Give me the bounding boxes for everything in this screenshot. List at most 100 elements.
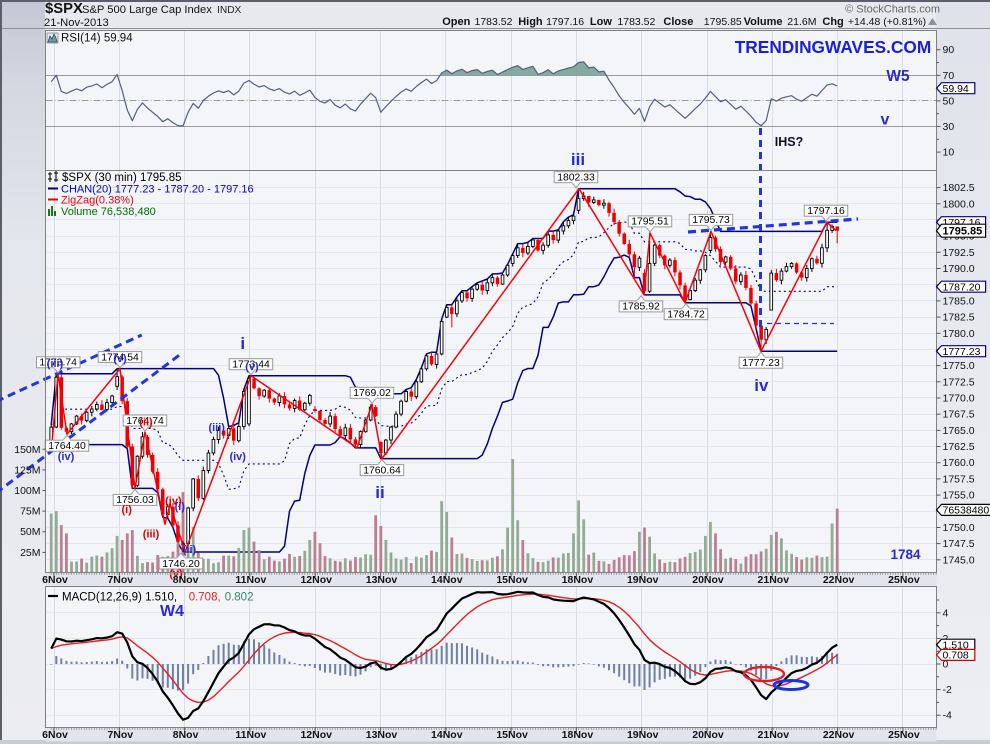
svg-text:20Nov: 20Nov: [692, 574, 724, 586]
svg-text:25M: 25M: [20, 547, 40, 559]
svg-text:50M: 50M: [20, 526, 40, 538]
svg-text:19Nov: 19Nov: [627, 574, 659, 586]
svg-text:59.94: 59.94: [943, 83, 969, 95]
svg-text:22Nov: 22Nov: [823, 574, 855, 586]
svg-text:1783.52: 1783.52: [475, 16, 513, 28]
svg-text:19Nov: 19Nov: [627, 729, 659, 741]
svg-text:1772.5: 1772.5: [943, 376, 975, 388]
svg-text:1755.0: 1755.0: [943, 490, 975, 502]
svg-text:100M: 100M: [14, 485, 40, 497]
svg-text:1787.20: 1787.20: [943, 281, 981, 293]
svg-text:7Nov: 7Nov: [107, 729, 133, 741]
svg-text:1792.5: 1792.5: [943, 247, 975, 259]
svg-text:12Nov: 12Nov: [300, 729, 332, 741]
svg-text:1757.5: 1757.5: [943, 473, 975, 485]
svg-text:1769.02: 1769.02: [353, 388, 391, 399]
svg-text:150M: 150M: [14, 444, 40, 456]
svg-text:(v): (v): [245, 361, 259, 373]
svg-text:18Nov: 18Nov: [562, 574, 594, 586]
svg-text:21Nov: 21Nov: [758, 729, 790, 741]
svg-text:1795.51: 1795.51: [631, 217, 669, 228]
svg-text:Chg: Chg: [822, 16, 843, 28]
svg-text:(v): (v): [169, 568, 183, 580]
svg-text:10: 10: [943, 147, 955, 159]
svg-text:11Nov: 11Nov: [235, 574, 266, 586]
svg-text:1773.74: 1773.74: [39, 358, 77, 369]
svg-text:13Nov: 13Nov: [366, 729, 398, 741]
svg-text:25Nov: 25Nov: [888, 574, 920, 586]
svg-text:1745.0: 1745.0: [943, 554, 975, 566]
svg-text:(iii): (iii): [143, 529, 160, 541]
svg-text:0.708,: 0.708,: [189, 592, 221, 604]
svg-text:Close: Close: [663, 16, 693, 28]
svg-text:(iv): (iv): [58, 451, 75, 463]
svg-text:21Nov: 21Nov: [758, 574, 790, 586]
svg-text:125M: 125M: [14, 464, 40, 476]
svg-text:S&P 500 Large Cap Index: S&P 500 Large Cap Index: [82, 4, 212, 16]
svg-text:1790.0: 1790.0: [943, 263, 975, 275]
svg-text:1795.85: 1795.85: [943, 225, 983, 237]
svg-text:Volume: Volume: [744, 16, 783, 28]
svg-text:0.802: 0.802: [225, 592, 254, 604]
svg-text:30: 30: [943, 121, 955, 133]
svg-text:4: 4: [943, 607, 949, 619]
svg-text:W5: W5: [886, 68, 910, 85]
svg-text:$SPX (30 min) 1795.85: $SPX (30 min) 1795.85: [62, 172, 182, 184]
svg-text:1797.16: 1797.16: [546, 16, 584, 28]
svg-text:1760.64: 1760.64: [363, 465, 401, 476]
svg-text:1746.20: 1746.20: [162, 559, 200, 570]
svg-text:22Nov: 22Nov: [823, 729, 855, 741]
svg-text:+14.48 (+0.81%): +14.48 (+0.81%): [848, 16, 926, 28]
svg-text:1785.0: 1785.0: [943, 295, 975, 307]
svg-text:Open: Open: [442, 16, 470, 28]
svg-text:MACD(12,26,9) 1.510,: MACD(12,26,9) 1.510,: [62, 592, 177, 604]
svg-text:1784: 1784: [890, 547, 921, 562]
svg-text:v: v: [881, 112, 890, 129]
svg-text:15Nov: 15Nov: [496, 729, 528, 741]
svg-text:15Nov: 15Nov: [496, 574, 528, 586]
svg-text:18Nov: 18Nov: [562, 729, 594, 741]
svg-text:TRENDINGWAVES.COM: TRENDINGWAVES.COM: [735, 37, 932, 57]
svg-text:1782.5: 1782.5: [943, 312, 975, 324]
svg-text:$SPX: $SPX: [45, 1, 83, 17]
svg-text:(ii): (ii): [139, 417, 153, 429]
svg-text:(i): (i): [122, 504, 133, 516]
svg-text:1775.0: 1775.0: [943, 360, 975, 372]
svg-text:1760.0: 1760.0: [943, 457, 975, 469]
svg-text:(ii): (ii): [183, 544, 197, 556]
svg-text:(v): (v): [113, 353, 127, 365]
svg-text:1750.0: 1750.0: [943, 522, 975, 534]
svg-text:14Nov: 14Nov: [431, 729, 463, 741]
svg-text:20Nov: 20Nov: [692, 729, 724, 741]
svg-text:0.708: 0.708: [943, 650, 969, 662]
svg-text:1756.03: 1756.03: [116, 495, 154, 506]
svg-text:1765.0: 1765.0: [943, 425, 975, 437]
svg-text:1800.0: 1800.0: [943, 198, 975, 210]
svg-text:1795.85: 1795.85: [704, 16, 742, 28]
svg-text:1785.92: 1785.92: [622, 302, 660, 313]
svg-text:-2: -2: [943, 684, 952, 696]
svg-text:1780.0: 1780.0: [943, 328, 975, 340]
svg-text:6Nov: 6Nov: [42, 574, 68, 586]
svg-text:CHAN(20) 1777.23 - 1787.20 - 1: CHAN(20) 1777.23 - 1787.20 - 1797.16: [61, 183, 254, 195]
svg-text:1774.54: 1774.54: [101, 352, 139, 363]
svg-text:1802.33: 1802.33: [557, 173, 595, 184]
svg-text:76538480: 76538480: [943, 505, 990, 517]
svg-text:Volume 76,538,480: Volume 76,538,480: [61, 206, 156, 218]
svg-text:1773.44: 1773.44: [232, 360, 270, 371]
svg-text:50: 50: [943, 95, 955, 107]
svg-text:-4: -4: [943, 710, 952, 722]
svg-text:11Nov: 11Nov: [235, 729, 266, 741]
svg-text:7Nov: 7Nov: [107, 574, 133, 586]
svg-text:(iv): (iv): [165, 496, 182, 508]
svg-text:1764.40: 1764.40: [48, 441, 86, 452]
svg-text:1802.5: 1802.5: [943, 182, 975, 194]
svg-text:13Nov: 13Nov: [366, 574, 398, 586]
svg-text:1770.0: 1770.0: [943, 393, 975, 405]
svg-text:70: 70: [943, 70, 955, 82]
svg-text:Low: Low: [590, 16, 612, 28]
svg-text:(i): (i): [175, 501, 186, 513]
svg-text:1777.23: 1777.23: [742, 358, 780, 369]
svg-text:IHS?: IHS?: [775, 135, 803, 149]
svg-text:1795.73: 1795.73: [692, 215, 730, 226]
